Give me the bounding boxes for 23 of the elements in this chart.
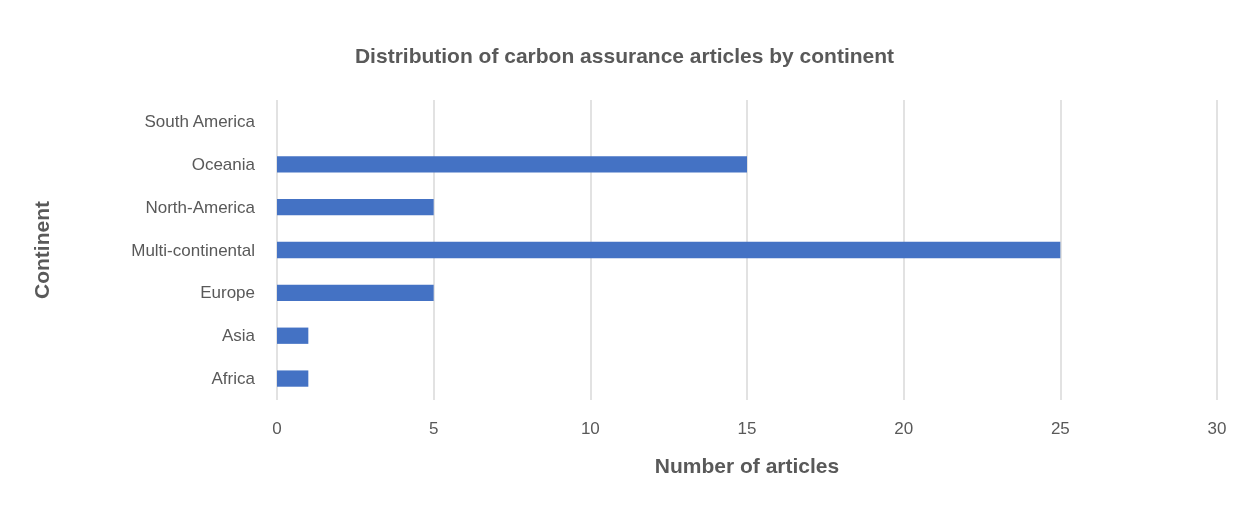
bar [277, 370, 309, 387]
x-tick-label: 10 [580, 419, 600, 438]
bar [277, 156, 747, 173]
y-tick-label: South America [144, 111, 256, 131]
y-tick-label: Europe [200, 283, 255, 303]
y-tick-label: North-America [145, 197, 256, 217]
x-tick-label: 15 [737, 419, 757, 438]
y-tick-label: Multi-continental [131, 240, 255, 260]
y-tick-label: Africa [211, 369, 256, 389]
x-axis-title: Number of articles [654, 454, 840, 477]
bar [277, 327, 309, 344]
bar [277, 199, 434, 216]
bar [277, 241, 1061, 259]
chart-title: Distribution of carbon assurance articles by continent [354, 44, 895, 67]
x-tick-label: 25 [1050, 419, 1070, 438]
y-tick-label: Asia [221, 326, 256, 346]
x-tick-label: 20 [894, 419, 914, 438]
x-tick-label: 30 [1207, 419, 1227, 438]
y-tick-label: Oceania [191, 154, 256, 174]
x-tick-label: 5 [428, 419, 439, 438]
bar [277, 284, 434, 301]
x-tick-label: 0 [272, 419, 282, 438]
y-axis-title: Continent [30, 201, 53, 299]
